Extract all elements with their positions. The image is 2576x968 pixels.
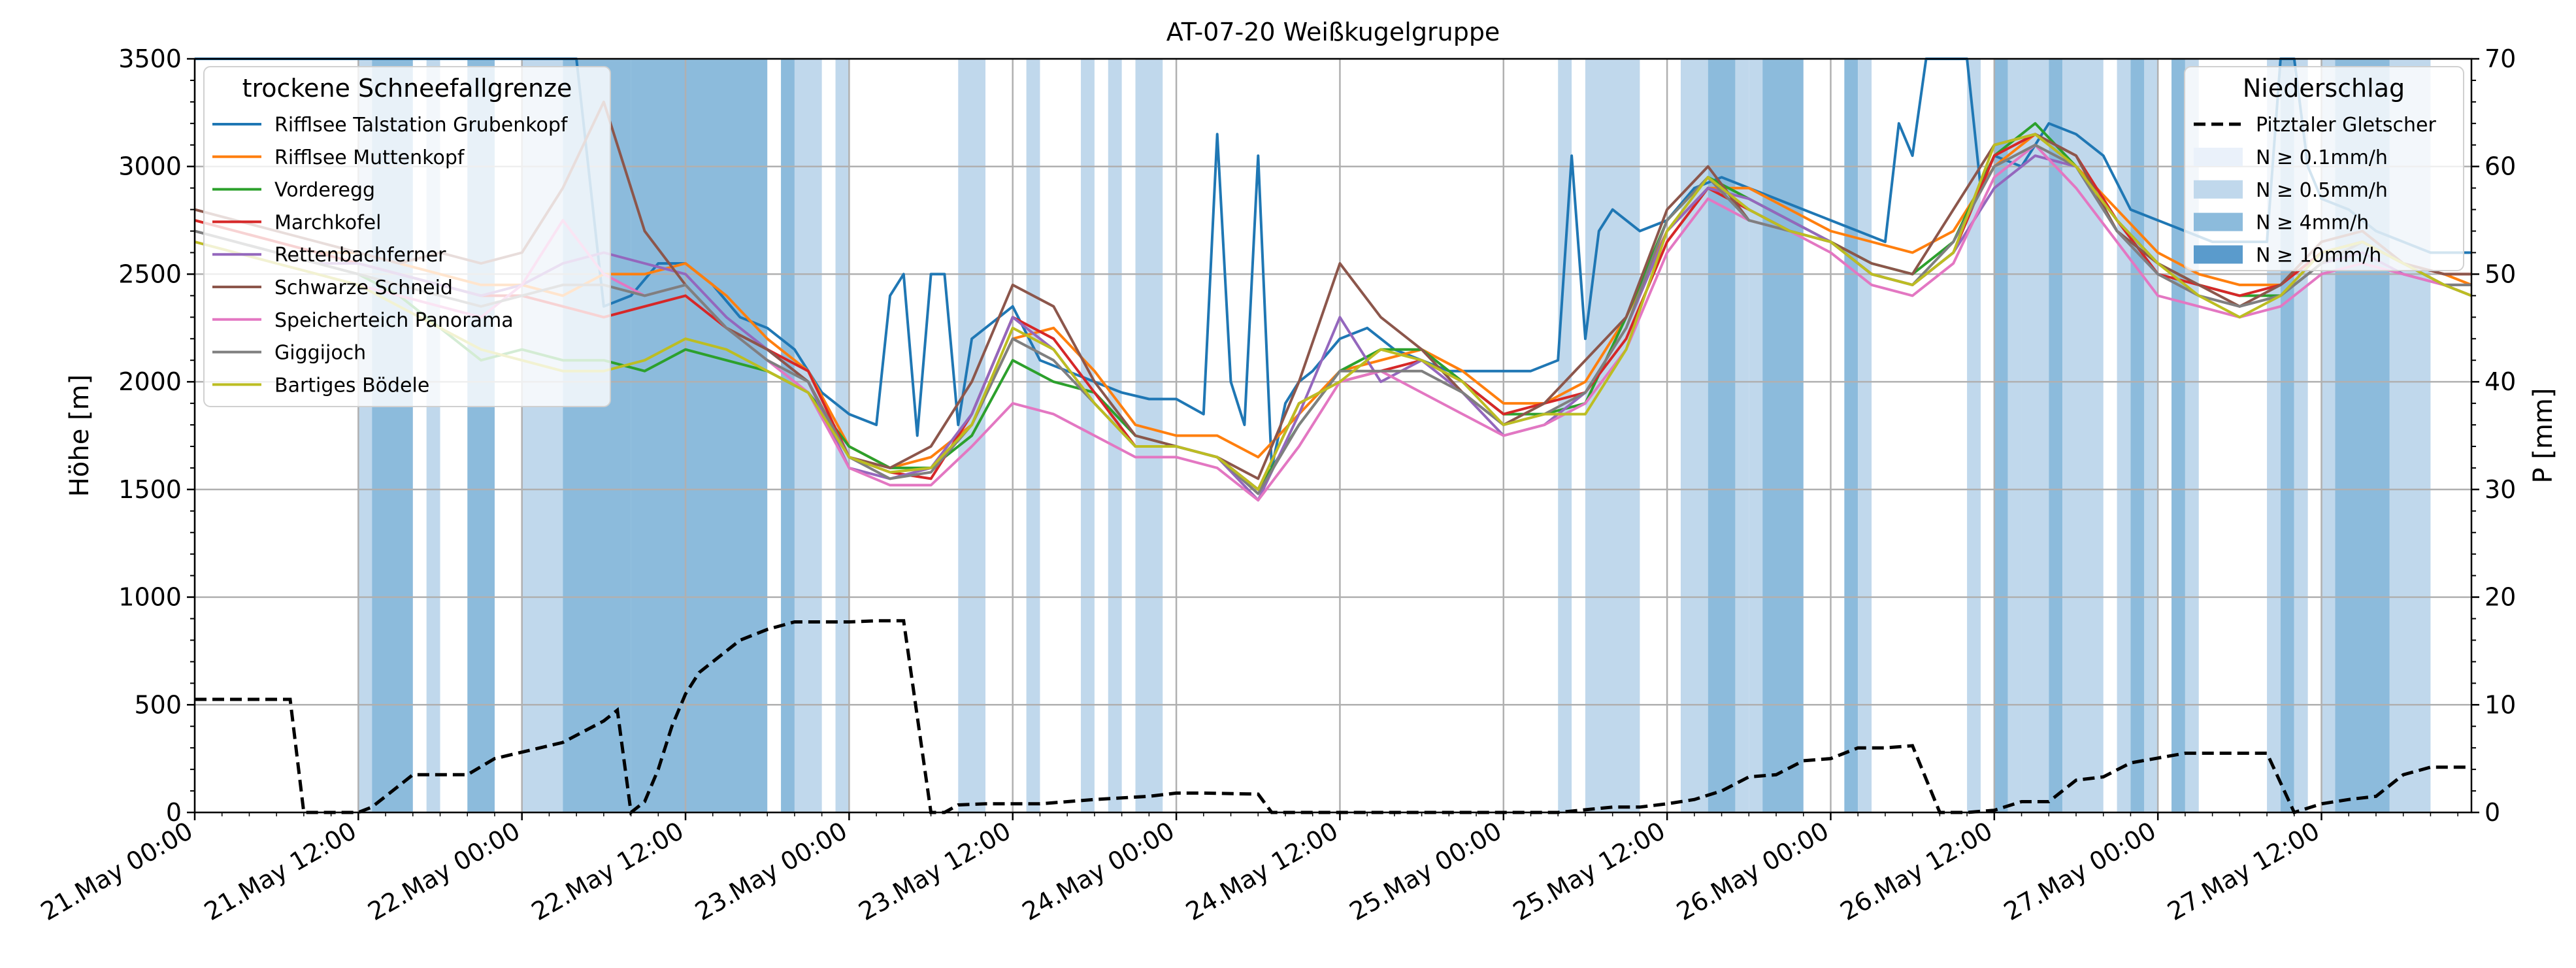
precip-band [1026,59,1040,812]
legend-box [2184,66,2464,271]
precip-band [2021,59,2049,812]
legend-label: Speicherteich Panorama [274,309,514,332]
precip-band [631,59,768,812]
precip-band [1967,59,1981,812]
legend-label: N ≥ 0.1mm/h [2256,146,2388,169]
legend-swatch-band [2194,148,2243,166]
precip-band [1108,59,1122,812]
y2-tick-label: 70 [2485,44,2516,73]
precip-line [195,619,2471,816]
y2-tick-label: 50 [2485,259,2516,288]
precip-band [781,59,795,812]
plot-frame [193,58,2473,814]
legend-precipitation: Niederschlag Pitztaler Gletscher N ≥ 0.1mm… [2184,66,2464,271]
legend-label: Pitztaler Gletscher [2256,114,2436,137]
precip-band [1081,59,1095,812]
precip-band [1585,59,1640,812]
legend-label: Rifflsee Talstation Grubenkopf [274,114,569,137]
y-tick-label: 3500 [118,44,182,73]
precip-band [2049,59,2063,812]
y-axis-label: Höhe [m] [65,375,95,497]
y2-axis-label: P [mm] [2528,388,2558,484]
precip-band [794,59,822,812]
chart-title: AT-07-20 Weißkugelgruppe [1166,18,1500,46]
legend-swatch-band [2194,245,2243,264]
y2-tick-label: 20 [2485,583,2516,612]
legend-title: Niederschlag [2243,74,2405,103]
y-tick-label: 500 [134,690,182,719]
legend-label: N ≥ 0.5mm/h [2256,179,2388,202]
precip-band [1749,59,1763,812]
precip-band [2117,59,2131,812]
legend-label: N ≥ 4mm/h [2256,212,2369,235]
legend-label: Marchkofel [274,211,381,234]
precip-band [1558,59,1572,812]
legend-label: Giggijoch [274,342,366,365]
precip-band [1762,59,1804,812]
precip-band [2171,59,2185,812]
precip-band [2062,59,2104,812]
legend-box [203,66,611,407]
legend-title: trockene Schneefallgrenze [242,74,572,103]
legend-label: Bartiges Bödele [274,374,429,397]
legend-label: Schwarze Schneid [274,276,453,299]
precip-band [2144,59,2158,812]
precip-band [1858,59,1872,812]
precip-band [1735,59,1749,812]
legend-swatch-band [2194,212,2243,231]
y-tick-label: 2500 [118,259,182,288]
precipitation-series [195,619,2471,816]
y2-tick-label: 40 [2485,367,2516,396]
y2-tick-label: 30 [2485,475,2516,504]
y-tick-label: 0 [166,798,182,827]
legend-snowline: trockene Schneefallgrenze Rifflsee Talsta… [203,66,611,407]
precip-band [1994,59,2008,812]
y-tick-label: 1000 [118,583,182,612]
legend-label: Vorderegg [274,179,375,202]
y-tick-label: 1500 [118,475,182,504]
y2-tick-label: 60 [2485,152,2516,181]
legend-label: Rettenbachferner [274,244,446,267]
legend-label: Rifflsee Muttenkopf [274,146,465,169]
y-tick-label: 2000 [118,367,182,396]
y2-tick-label: 0 [2485,798,2500,827]
legend-label: N ≥ 10mm/h [2256,244,2381,267]
y-tick-label: 3000 [118,152,182,181]
precip-band [2007,59,2022,812]
y2-tick-label: 10 [2485,690,2516,719]
legend-swatch-band [2194,180,2243,199]
precip-band [1844,59,1858,812]
precip-band [2130,59,2145,812]
